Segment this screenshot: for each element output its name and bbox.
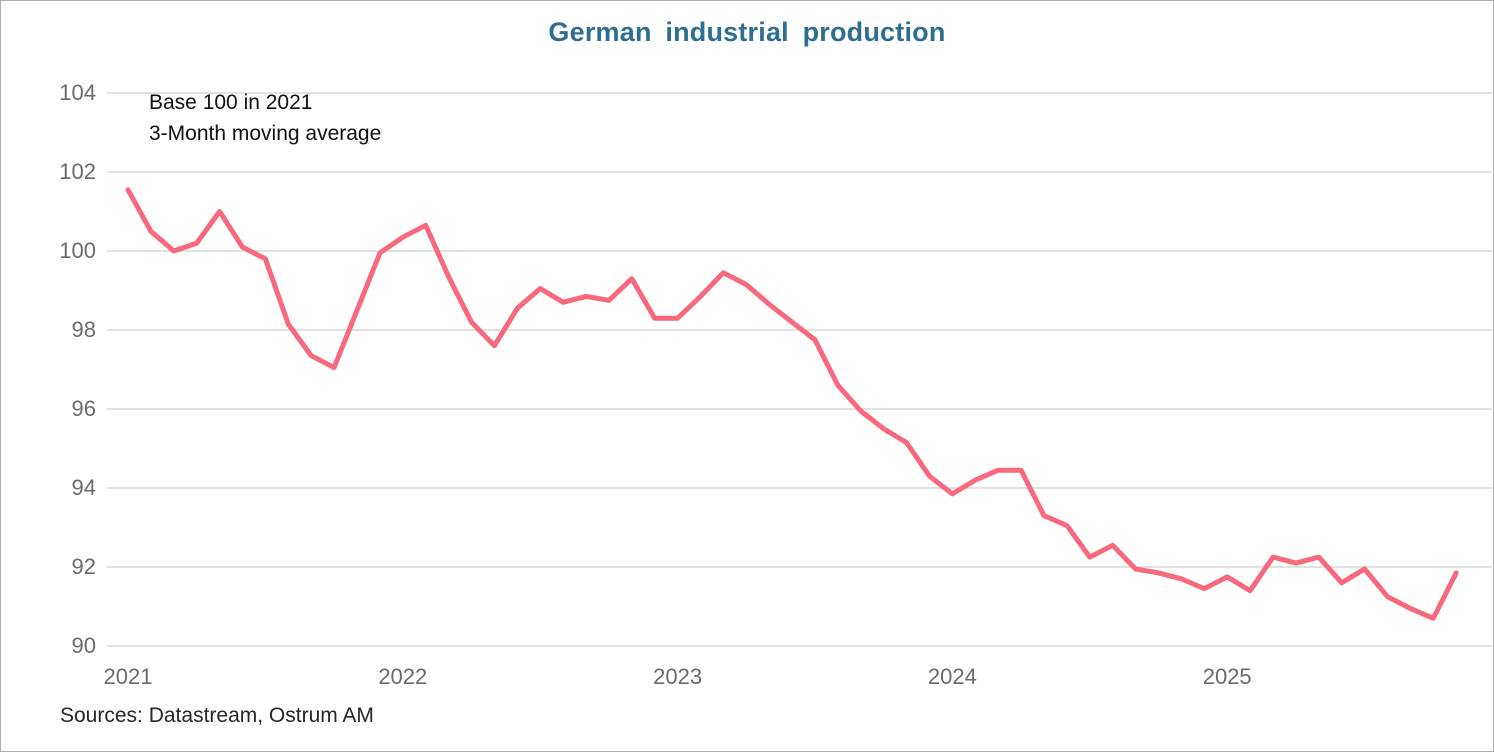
y-tick-label-96: 96 (71, 396, 96, 421)
x-tick-label-2024: 2024 (927, 664, 977, 689)
x-tick-label-2022: 2022 (378, 664, 428, 689)
annotation-line-average: 3-Month moving average (149, 122, 382, 145)
y-tick-label-94: 94 (71, 475, 96, 500)
x-tick-label-2025: 2025 (1202, 664, 1252, 689)
x-tick-label-2021: 2021 (103, 664, 153, 689)
production-line (125, 187, 1459, 621)
x-tick-label-2023: 2023 (653, 664, 703, 689)
source-note: Sources: Datastream, Ostrum AM (60, 704, 374, 727)
annotation-line-base: Base 100 in 2021 (149, 91, 313, 114)
y-tick-label-104: 104 (59, 80, 96, 105)
chart-annotation: Base 100 in 2021 3-Month moving average (149, 87, 381, 149)
y-tick-label-98: 98 (71, 317, 96, 342)
y-tick-label-92: 92 (71, 554, 96, 579)
y-tick-label-102: 102 (59, 159, 96, 184)
gridlines (107, 92, 1492, 647)
y-tick-label-90: 90 (71, 633, 96, 658)
chart-title: German industrial production (548, 17, 946, 47)
y-tick-label-100: 100 (59, 238, 96, 263)
